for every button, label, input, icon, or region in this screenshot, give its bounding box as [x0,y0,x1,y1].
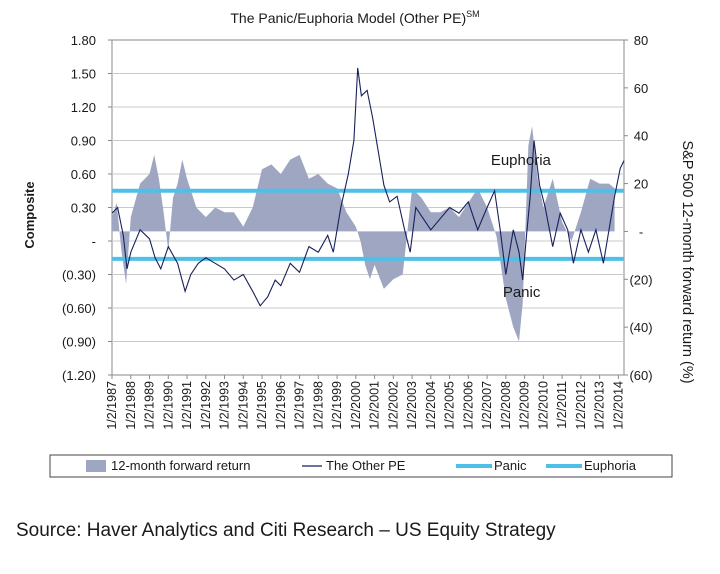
legend-label-forward-return: 12-month forward return [111,458,250,473]
plot-area: Euphoria Panic [111,39,625,376]
left-axis-label: Composite [22,181,37,248]
other-pe-line [111,67,625,307]
right-tick-label: 80 [634,33,648,48]
left-tick-label: 0.90 [71,134,96,149]
legend: 12-month forward return The Other PE Pan… [49,454,673,478]
legend-swatch-forward-return [86,460,106,472]
x-tick-label: 1/2/1987 [105,381,119,430]
left-tick-label: 1.50 [71,67,96,82]
chart-title: The Panic/Euphoria Model (Other PE)SM [230,9,479,26]
left-tick-label: - [92,234,96,249]
x-tick-label: 1/2/1988 [124,381,138,430]
legend-label-euphoria: Euphoria [584,458,637,473]
right-tick-label: 20 [634,177,648,192]
x-tick-label: 1/2/2010 [536,381,550,430]
x-tick-label: 1/2/1995 [255,381,269,430]
x-tick-label: 1/2/2008 [499,381,513,430]
x-tick-label: 1/2/2001 [368,381,382,430]
x-tick-label: 1/2/2000 [349,381,363,430]
right-tick-label: 40 [634,129,648,144]
x-tick-label: 1/2/1994 [236,381,250,430]
right-axis-label: S&P 500 12-month forward return (%) [679,140,695,383]
x-tick-label: 1/2/2004 [424,381,438,430]
x-tick-label: 1/2/1991 [180,381,194,430]
euphoria-annotation: Euphoria [491,152,552,169]
x-tick-label: 1/2/1989 [143,381,157,430]
left-axis-ticks: 1.80 1.50 1.20 0.90 0.60 0.30 - (0.30) (0.60) (0.… [62,33,112,383]
x-tick-label: 1/2/2006 [461,381,475,430]
right-tick-label: (60) [629,368,652,383]
left-tick-label: 1.80 [71,33,96,48]
right-tick-label: 60 [634,81,648,96]
left-tick-label: 1.20 [71,100,96,115]
x-tick-label: 1/2/2003 [405,381,419,430]
left-tick-label: (0.30) [62,268,96,283]
right-tick-label: (20) [629,272,652,287]
legend-label-other-pe: The Other PE [326,458,406,473]
x-tick-label: 1/2/1993 [218,381,232,430]
legend-label-panic: Panic [494,458,527,473]
left-tick-label: (0.90) [62,335,96,350]
legend-frame [49,454,673,478]
right-tick-label: (40) [629,320,652,335]
chart-title-superscript: SM [466,9,480,19]
x-tick-label: 1/2/1996 [274,381,288,430]
right-tick-label: - [639,224,643,239]
x-axis-ticks: 1/2/1987 1/2/1988 1/2/1989 1/2/1990 1/2/1991… [105,375,625,430]
right-axis-ticks: 80 60 40 20 - (20) (40) (60) [624,33,653,383]
left-tick-label: 0.60 [71,167,96,182]
forward-return-area [112,126,615,342]
x-tick-label: 1/2/1990 [161,381,175,430]
panic-annotation: Panic [503,284,541,301]
x-tick-label: 1/2/2013 [593,381,607,430]
left-tick-label: (0.60) [62,301,96,316]
x-tick-label: 1/2/1997 [293,381,307,430]
x-tick-label: 1/2/1999 [330,381,344,430]
source-note: Source: Haver Analytics and Citi Researc… [16,520,556,541]
x-tick-label: 1/2/2005 [443,381,457,430]
x-tick-label: 1/2/2002 [386,381,400,430]
left-tick-label: 0.30 [71,201,96,216]
x-tick-label: 1/2/2011 [555,381,569,429]
x-tick-label: 1/2/2007 [480,381,494,430]
x-tick-label: 1/2/2014 [611,381,625,430]
x-tick-label: 1/2/2009 [518,381,532,430]
x-tick-label: 1/2/2012 [574,381,588,430]
left-tick-label: (1.20) [62,368,96,383]
x-tick-label: 1/2/1992 [199,381,213,430]
x-tick-label: 1/2/1998 [311,381,325,430]
